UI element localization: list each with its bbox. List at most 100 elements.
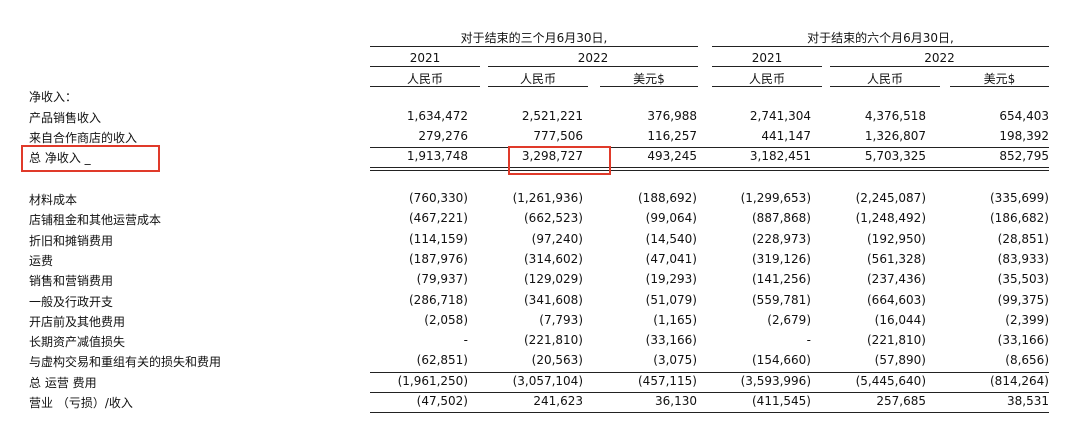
row-value-col-5: (2,245,087) (855, 191, 926, 205)
row-value-col-2: (97,240) (531, 232, 583, 246)
row-value-col-4: (319,126) (752, 252, 811, 266)
row-value-col-1: (62,851) (416, 353, 468, 367)
currency-rule-6 (950, 86, 1049, 87)
row-value-col-4: 3,182,451 (749, 149, 811, 163)
row-value-col-6: (814,264) (990, 374, 1049, 388)
row-value-col-2: (129,029) (524, 272, 583, 286)
header-six-months: 对于结束的六个月6月30日, (807, 31, 954, 45)
row-value-col-3: 493,245 (647, 149, 697, 163)
row-value-col-4: 2,741,304 (749, 109, 811, 123)
row-value-col-1: (2,058) (424, 313, 468, 327)
row-label: 运费 (29, 254, 54, 268)
row-label: 长期资产减值损失 (29, 335, 126, 349)
row-value-col-6: 654,403 (999, 109, 1049, 123)
row-value-col-3: 36,130 (655, 394, 697, 408)
row-value-col-1: (286,718) (409, 293, 468, 307)
row-value-col-1: (467,221) (409, 211, 468, 225)
currency-rule-4 (712, 86, 822, 87)
row-value-col-2: (20,563) (531, 353, 583, 367)
row-value-col-3: (457,115) (638, 374, 697, 388)
row-label: 产品销售收入 (29, 111, 102, 125)
currency-col-5: 人民币 (866, 72, 903, 86)
row-label: 一般及行政开支 (29, 295, 114, 309)
row-value-col-6: (8,656) (1005, 353, 1049, 367)
year-2022-six-months: 2022 (924, 51, 955, 65)
row-value-col-2: (7,793) (539, 313, 583, 327)
row-value-col-4: (887,868) (752, 211, 811, 225)
row-value-col-3: (14,540) (645, 232, 697, 246)
currency-col-6: 美元$ (983, 72, 1016, 86)
row-value-col-6: (2,399) (1005, 313, 1049, 327)
row-value-col-2: (1,261,936) (512, 191, 583, 205)
subtotal-rule-bottom-opex (370, 392, 1049, 393)
row-value-col-4: - (806, 333, 811, 347)
row-value-col-1: - (463, 333, 468, 347)
row-value-col-3: 116,257 (647, 129, 697, 143)
row-value-col-6: (186,682) (990, 211, 1049, 225)
row-value-col-2: 777,506 (533, 129, 583, 143)
subtotal-rule-bottom-net-revenue-2 (370, 170, 1049, 171)
row-value-col-5: 1,326,807 (864, 129, 926, 143)
row-value-col-4: 441,147 (761, 129, 811, 143)
year-rule-4 (830, 66, 1049, 67)
row-value-col-5: (57,890) (874, 353, 926, 367)
row-label: 总 净收入 _ (29, 151, 91, 165)
row-value-col-4: (3,593,996) (740, 374, 811, 388)
row-value-col-5: 5,703,325 (864, 149, 926, 163)
row-value-col-3: (19,293) (645, 272, 697, 286)
row-value-col-5: (16,044) (874, 313, 926, 327)
row-value-col-4: (2,679) (767, 313, 811, 327)
currency-col-3: 美元$ (633, 72, 665, 86)
row-value-col-1: (187,976) (409, 252, 468, 266)
row-label: 营业 （亏损）/收入 (29, 396, 133, 410)
row-value-col-6: (33,166) (997, 333, 1049, 347)
row-value-col-5: (221,810) (867, 333, 926, 347)
row-value-col-1: (79,937) (416, 272, 468, 286)
row-label: 材料成本 (29, 193, 78, 207)
subtotal-rule-bottom-net-revenue (370, 167, 1049, 168)
row-label: 开店前及其他费用 (29, 315, 126, 329)
row-value-col-6: (99,375) (997, 293, 1049, 307)
header-rule-three-months (370, 46, 698, 47)
row-value-col-3: (188,692) (638, 191, 697, 205)
row-value-col-2: 241,623 (533, 394, 583, 408)
currency-col-2: 人民币 (519, 72, 556, 86)
currency-rule-5 (830, 86, 940, 87)
row-value-col-3: (33,166) (645, 333, 697, 347)
row-value-col-5: (5,445,640) (855, 374, 926, 388)
subtotal-rule-top-net-revenue (370, 147, 1049, 148)
year-2021-six-months: 2021 (751, 51, 783, 65)
row-value-col-6: (28,851) (997, 232, 1049, 246)
row-value-col-6: (335,699) (990, 191, 1049, 205)
row-label: 与虚构交易和重组有关的损失和费用 (29, 355, 222, 369)
currency-col-1: 人民币 (406, 72, 443, 86)
row-label: 总 运营 费用 (29, 376, 97, 390)
row-value-col-1: 1,913,748 (406, 149, 468, 163)
row-value-col-6: 38,531 (1007, 394, 1049, 408)
row-value-col-2: (314,602) (524, 252, 583, 266)
row-value-col-5: 4,376,518 (864, 109, 926, 123)
row-value-col-6: 198,392 (999, 129, 1049, 143)
row-value-col-1: 1,634,472 (406, 109, 468, 123)
currency-rule-1 (370, 86, 480, 87)
row-value-col-3: (47,041) (645, 252, 697, 266)
row-value-col-3: (51,079) (645, 293, 697, 307)
row-value-col-1: 279,276 (418, 129, 468, 143)
row-value-col-2: (3,057,104) (512, 374, 583, 388)
year-2021-three-months: 2021 (409, 51, 441, 65)
row-value-col-5: (561,328) (867, 252, 926, 266)
row-value-col-3: 376,988 (647, 109, 697, 123)
row-value-col-4: (228,973) (752, 232, 811, 246)
row-value-col-2: 2,521,221 (521, 109, 583, 123)
row-value-col-1: (760,330) (409, 191, 468, 205)
row-value-col-6: (83,933) (997, 252, 1049, 266)
row-value-col-4: (154,660) (752, 353, 811, 367)
currency-col-4: 人民币 (748, 72, 785, 86)
currency-rule-2 (488, 86, 588, 87)
row-value-col-1: (1,961,250) (397, 374, 468, 388)
row-label: 净收入： (29, 90, 78, 104)
row-value-col-6: (35,503) (997, 272, 1049, 286)
row-value-col-5: (237,436) (867, 272, 926, 286)
row-value-col-2: (341,608) (524, 293, 583, 307)
row-value-col-5: (192,950) (867, 232, 926, 246)
